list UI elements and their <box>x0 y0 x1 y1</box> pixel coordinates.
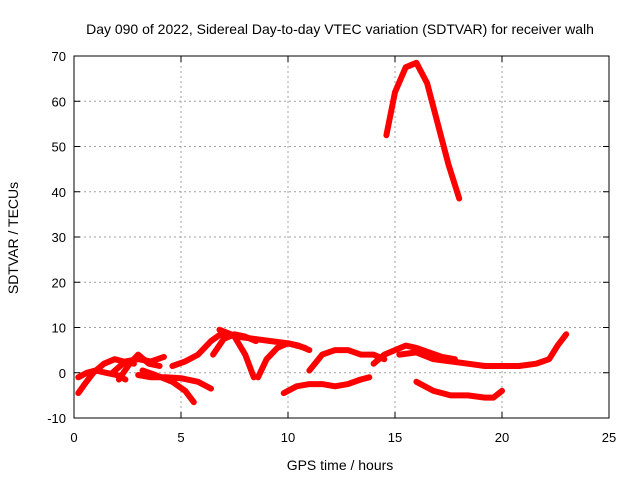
series-arc-11 <box>280 374 373 397</box>
tick-labels: 0 5 10 15 20 25 -10 0 10 20 30 40 50 60 70 <box>47 49 616 445</box>
x-tick-label: 10 <box>281 430 295 445</box>
x-tick-label: 0 <box>70 430 77 445</box>
y-tick-label: -10 <box>47 411 66 426</box>
x-tick-label: 15 <box>388 430 402 445</box>
y-tick-label: 60 <box>52 94 66 109</box>
series-arc-04 <box>115 351 163 383</box>
y-tick-label: 10 <box>52 321 66 336</box>
series-arc-13 <box>370 342 458 367</box>
y-tick-label: 30 <box>52 230 66 245</box>
series-arc-06 <box>139 367 197 406</box>
x-tick-label: 20 <box>495 430 509 445</box>
ticks <box>73 55 610 419</box>
x-tick-label: 5 <box>177 430 184 445</box>
series-arc-14 <box>383 59 463 202</box>
y-tick-label: 40 <box>52 185 66 200</box>
chart-title: Day 090 of 2022, Sidereal Day-to-day VTE… <box>86 21 594 37</box>
series-arc-16 <box>413 378 505 401</box>
series-arc-03 <box>109 353 167 376</box>
series-arc-07 <box>169 329 257 381</box>
y-tick-label: 50 <box>52 140 66 155</box>
x-tick-label: 25 <box>602 430 616 445</box>
y-tick-label: 70 <box>52 49 66 64</box>
series-arc-05 <box>135 372 214 392</box>
series-arc-10 <box>255 340 313 381</box>
y-tick-label: 20 <box>52 275 66 290</box>
series-arc-12 <box>306 347 388 374</box>
y-axis-label: SDTVAR / TECUs <box>5 182 21 294</box>
x-axis-label: GPS time / hours <box>287 457 394 473</box>
series-arc-15 <box>396 331 570 369</box>
grid <box>74 56 609 418</box>
data-series <box>75 59 570 406</box>
y-tick-label: 0 <box>59 366 66 381</box>
